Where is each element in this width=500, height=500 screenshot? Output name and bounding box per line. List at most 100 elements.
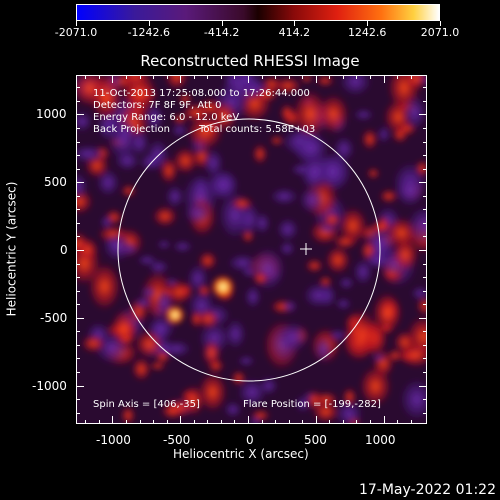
y-tick-label: -500 — [40, 311, 68, 325]
texture-blob — [335, 400, 363, 423]
colorbar — [76, 4, 440, 24]
axis-tick — [76, 114, 84, 115]
axis-tick — [76, 372, 80, 373]
solar-limb-circle — [117, 118, 381, 382]
axis-tick — [423, 236, 427, 237]
texture-blob — [238, 378, 267, 406]
texture-blob — [203, 149, 223, 177]
axis-tick — [76, 291, 80, 292]
texture-blob — [134, 296, 153, 308]
axis-tick — [329, 420, 330, 424]
axis-tick — [167, 420, 168, 424]
axis-tick — [234, 420, 235, 424]
axis-tick — [126, 420, 127, 424]
texture-blob — [342, 387, 357, 406]
image-plot[interactable]: 11-Oct-2013 17:25:08.000 to 17:26:44.000… — [76, 75, 427, 424]
axis-tick — [343, 420, 344, 424]
axis-tick — [397, 75, 398, 79]
plot-title: Reconstructed RHESSI Image — [140, 52, 360, 70]
texture-blob — [270, 135, 284, 146]
axis-tick — [329, 75, 330, 79]
bright-source — [211, 275, 235, 299]
axis-tick — [423, 331, 427, 332]
axis-tick — [423, 372, 427, 373]
detectors-text: Detectors: 7F 8F 9F, Att 0 — [93, 100, 222, 111]
texture-blob — [379, 189, 398, 203]
texture-blob — [370, 221, 392, 233]
texture-blob — [210, 170, 239, 199]
texture-blob — [361, 129, 378, 150]
axis-tick — [423, 87, 427, 88]
texture-blob — [367, 168, 380, 179]
texture-blob — [238, 76, 255, 90]
axis-tick — [180, 75, 181, 83]
texture-blob — [340, 76, 371, 96]
texture-blob — [270, 188, 298, 205]
axis-tick — [76, 87, 80, 88]
texture-blob — [279, 241, 295, 256]
texture-blob — [165, 76, 188, 90]
axis-tick — [76, 155, 80, 156]
axis-tick — [76, 358, 80, 359]
colorbar-tick — [440, 21, 441, 26]
spin-axis-text: Spin Axis = [406,-35] — [93, 399, 200, 410]
axis-tick — [419, 318, 427, 319]
texture-blob — [237, 356, 255, 366]
axis-tick — [423, 277, 427, 278]
texture-blob — [131, 357, 151, 381]
axis-tick — [99, 420, 100, 424]
texture-blob — [377, 126, 390, 143]
texture-blob — [149, 361, 166, 371]
axis-tick — [248, 75, 249, 83]
y-tick-label: 1000 — [36, 107, 67, 121]
colorbar-tick — [367, 21, 369, 26]
axis-tick — [423, 345, 427, 346]
axis-tick — [194, 75, 195, 79]
axis-tick — [275, 420, 276, 424]
texture-blob — [77, 111, 92, 132]
method-text: Back Projection — [93, 124, 170, 135]
texture-blob — [121, 406, 136, 423]
y-axis-title: Heliocentric Y (arcsec) — [4, 181, 19, 317]
axis-tick — [370, 420, 371, 424]
axis-tick — [112, 75, 113, 83]
axis-tick — [316, 75, 317, 83]
texture-blob — [416, 296, 426, 316]
axis-tick — [85, 420, 86, 424]
axis-tick — [423, 142, 427, 143]
texture-blob — [338, 277, 354, 289]
texture-blob — [225, 76, 239, 87]
texture-blob — [251, 409, 270, 422]
texture-blob — [292, 90, 328, 138]
texture-blob — [178, 93, 192, 105]
axis-tick — [234, 75, 235, 79]
y-tick-label: -1000 — [32, 379, 67, 393]
colorbar-label: -1242.6 — [127, 26, 171, 39]
axis-tick — [248, 416, 249, 424]
texture-blob — [277, 218, 299, 241]
axis-tick — [423, 413, 427, 414]
footer-date: 17-May-2022 01:22 — [358, 482, 496, 498]
texture-blob — [252, 144, 268, 164]
texture-blob — [198, 372, 227, 412]
texture-blob — [141, 286, 156, 299]
texture-blob — [198, 251, 217, 270]
axis-tick — [423, 223, 427, 224]
axis-tick — [423, 155, 427, 156]
rhessi-image — [77, 76, 426, 423]
texture-blob — [388, 348, 402, 363]
texture-blob — [172, 114, 188, 125]
spin-axis-marker — [300, 243, 312, 255]
colorbar-label: 1242.6 — [347, 26, 387, 39]
axis-tick — [423, 101, 427, 102]
axis-tick — [419, 250, 427, 251]
axis-tick — [153, 420, 154, 424]
colorbar-tick — [148, 21, 150, 26]
axis-tick — [76, 331, 80, 332]
axis-tick — [419, 114, 427, 115]
texture-blob — [305, 259, 324, 273]
texture-blob — [202, 340, 221, 367]
texture-blob — [395, 175, 425, 207]
axis-tick — [343, 75, 344, 79]
axis-tick — [76, 169, 80, 170]
